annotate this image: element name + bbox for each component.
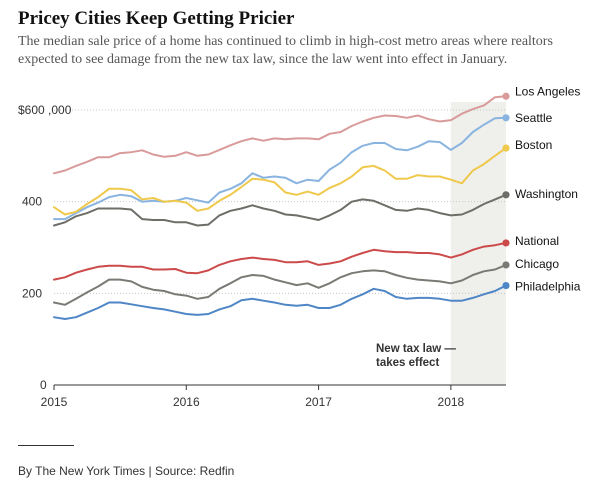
tax-law-annotation-text: New tax law — xyxy=(376,343,456,355)
series-label: Chicago xyxy=(515,257,559,271)
series-line xyxy=(53,241,507,281)
series-end-marker xyxy=(502,191,510,199)
series-line xyxy=(53,116,507,221)
series-line xyxy=(53,284,507,320)
series-line xyxy=(53,95,507,175)
x-tick-label: 2018 xyxy=(438,395,465,409)
tax-law-shaded-region xyxy=(450,102,506,385)
series-label: Seattle xyxy=(515,111,553,125)
grid-layer xyxy=(54,109,506,294)
series-label: Washington xyxy=(515,187,578,201)
y-tick-label: 0 xyxy=(40,378,47,392)
x-tick-label: 2016 xyxy=(173,395,200,409)
series-label-layer: Los Angeles Seattle Boston Washington Nation… xyxy=(515,84,581,293)
series-end-marker xyxy=(502,144,510,152)
series-label: Los Angeles xyxy=(515,84,580,98)
series-end-marker xyxy=(502,92,510,100)
series-end-marker xyxy=(502,114,510,122)
tax-law-shade-layer xyxy=(450,102,506,385)
series-label: Boston xyxy=(515,138,552,152)
line-chart: 0 200 400 $600 ,000 2015 2016 2017 2018 New tax… xyxy=(18,84,581,409)
x-tick-label: 2015 xyxy=(41,395,68,409)
axis-layer: 0 200 400 $600 ,000 2015 2016 2017 2018 xyxy=(18,103,506,409)
x-tick-label: 2017 xyxy=(305,395,332,409)
chart-title: Pricey Cities Keep Getting Pricier xyxy=(18,8,295,29)
series-label: National xyxy=(515,234,559,248)
y-tick-label: 400 xyxy=(22,195,42,209)
source-credit: By The New York Times | Source: Redfin xyxy=(18,464,235,478)
chart-subtitle: The median sale price of a home has cont… xyxy=(18,34,553,67)
annotation-layer: New tax law — takes effect xyxy=(376,343,456,369)
series-line xyxy=(53,147,507,216)
series-end-marker xyxy=(502,261,510,269)
y-tick-label: $600 ,000 xyxy=(18,103,72,117)
series-line xyxy=(53,263,507,306)
footer-divider xyxy=(18,445,74,446)
series-layer xyxy=(53,92,510,320)
series-end-marker xyxy=(502,239,510,247)
y-tick-label: 200 xyxy=(22,286,42,300)
tax-law-annotation-text: takes effect xyxy=(376,357,439,369)
series-line xyxy=(53,193,507,227)
series-label: Philadelphia xyxy=(515,280,581,294)
series-end-marker xyxy=(502,281,510,290)
